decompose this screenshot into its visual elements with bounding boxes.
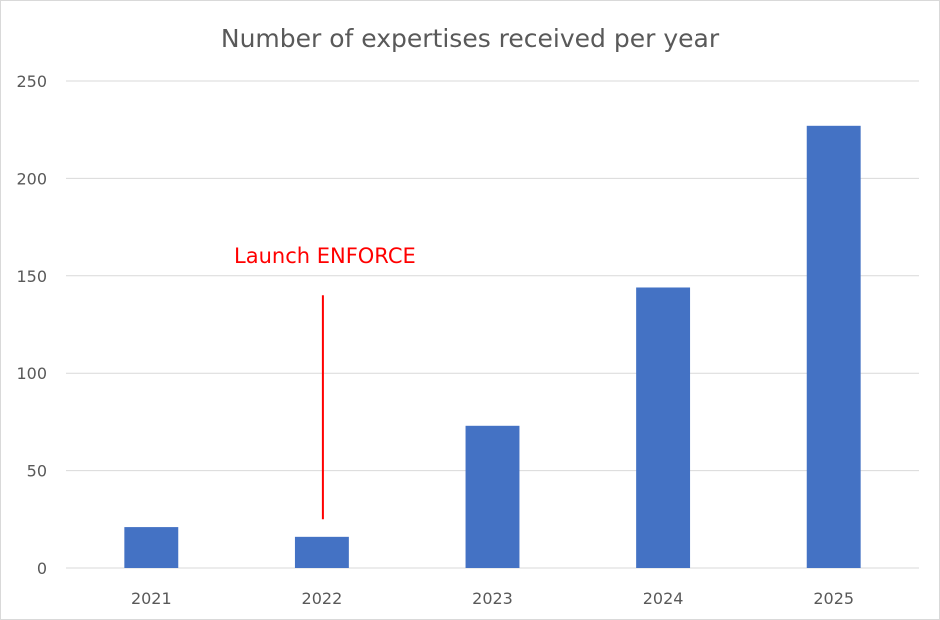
x-tick-label: 2021 xyxy=(131,589,172,608)
bar-2021 xyxy=(124,527,179,568)
y-tick-label: 200 xyxy=(16,169,47,188)
bar-2023 xyxy=(465,425,520,568)
bar-2024 xyxy=(636,287,691,568)
bar-2022 xyxy=(294,536,349,568)
x-tick-label: 2024 xyxy=(643,589,684,608)
annotation: Launch ENFORCE xyxy=(234,244,416,520)
annotation-label: Launch ENFORCE xyxy=(234,244,416,268)
y-tick-label: 100 xyxy=(16,364,47,383)
gridlines xyxy=(66,80,919,569)
y-tick-label: 0 xyxy=(37,559,47,578)
y-axis-tick-labels: 0 50 100 150 200 250 xyxy=(16,72,47,578)
x-axis-tick-labels: 2021 2022 2023 2024 2025 xyxy=(131,589,854,608)
y-tick-label: 50 xyxy=(27,462,47,481)
y-tick-label: 250 xyxy=(16,72,47,91)
y-tick-label: 150 xyxy=(16,267,47,286)
x-tick-label: 2025 xyxy=(813,589,854,608)
bar-2025 xyxy=(806,125,861,568)
x-tick-label: 2023 xyxy=(472,589,513,608)
x-tick-label: 2022 xyxy=(302,589,343,608)
bars xyxy=(124,125,861,568)
chart-title: Number of expertises received per year xyxy=(221,24,720,53)
